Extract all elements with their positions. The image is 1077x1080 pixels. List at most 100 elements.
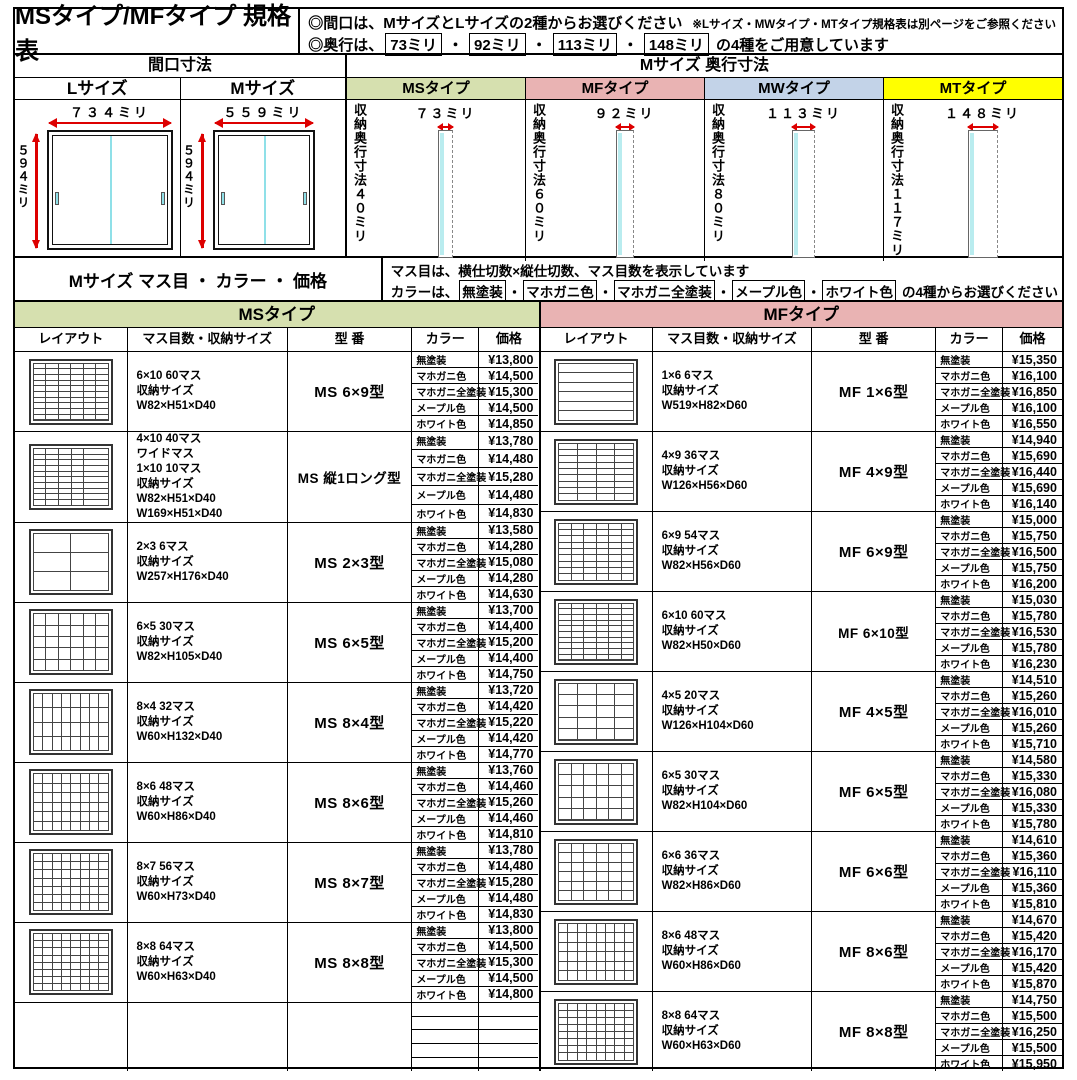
layout-diagram-cell: [15, 682, 128, 762]
grid-cell: [33, 386, 46, 391]
price-value: ¥16,230: [1011, 656, 1057, 671]
price-value: ¥14,420: [488, 731, 534, 746]
grid-cell: [584, 603, 596, 609]
grid-cell: [568, 961, 577, 970]
color-price-subrow: メープル色 ¥15,420: [936, 959, 1062, 975]
color-label: マホガニ色: [412, 938, 480, 954]
grid-cell: [596, 468, 615, 475]
color-price-cell: 無塗装 ¥14,750 マホガニ色 ¥15,500 マホガニ全塗装 ¥16,250 メープル…: [936, 992, 1062, 1071]
grid-cell: [621, 548, 634, 555]
price-value: ¥16,010: [1011, 704, 1057, 719]
grid-cell: [559, 620, 571, 626]
ms-rows: 6×10 60マス 収納サイズ W82×H51×D40 MS 6×9型 無塗装 ¥13,8…: [15, 352, 539, 1071]
price-value: ¥16,100: [1011, 368, 1057, 383]
table-row: 6×10 60マス 収納サイズ W82×H50×D60 MF 6×10型 無塗装 ¥15,…: [540, 592, 1062, 672]
grid-cell: [80, 969, 90, 976]
grid-cell: [83, 409, 96, 414]
grid-cell: [43, 984, 52, 991]
grid-cell: [559, 449, 577, 456]
grid-cell: [615, 961, 624, 970]
grid-cell: [571, 536, 584, 542]
color-price-cell: 無塗装 ¥15,350 マホガニ色 ¥16,100 マホガニ全塗装 ¥16,850 メープル…: [936, 352, 1062, 431]
grid-cell: [96, 397, 108, 403]
grid-cell: [559, 401, 634, 410]
model-number: MF 4×9型: [812, 432, 937, 511]
model-number: MS 8×6型: [288, 762, 413, 842]
grid-cell: [615, 1053, 624, 1060]
grid-cell: [71, 477, 84, 482]
price-value: ¥15,280: [488, 469, 534, 484]
color-price-subrow: 無塗装 ¥13,780: [412, 432, 538, 450]
color-label: メープル色: [412, 570, 480, 586]
spec-line: 収納サイズ: [136, 715, 194, 728]
grid-cell: [621, 609, 634, 614]
grid-cell: [99, 722, 108, 736]
grid-cell: [584, 561, 596, 567]
color-price-subrow: メープル色 ¥14,500: [412, 399, 539, 415]
grid-cell: [59, 460, 71, 465]
price-value: ¥15,870: [1011, 976, 1057, 991]
table-row: 8×6 48マス 収納サイズ W60×H86×D40 MS 8×6型 無塗装 ¥13,76…: [15, 762, 539, 843]
grid-cell: [559, 694, 577, 706]
grid-cell: [96, 363, 108, 369]
color-label: マホガニ全塗装: [412, 954, 486, 970]
color-price-subrow: マホガニ全塗装 ¥15,300: [412, 953, 539, 970]
grid-cell: [571, 542, 584, 548]
grid-cell: [596, 952, 605, 961]
spec-line: 4×5 20マス: [661, 690, 721, 703]
grid-cell: [609, 872, 621, 881]
grid-cell: [33, 614, 46, 625]
grid-cell: [33, 494, 46, 500]
grid-cell: [71, 460, 84, 465]
grid-cell: [596, 786, 609, 797]
grid-cell: [83, 636, 96, 648]
grid-cell: [596, 1039, 605, 1046]
grid-count-note: マス目は、横仕切数×縦仕切数、マス目数を表示しています: [390, 264, 750, 279]
column-header: 価格: [1019, 331, 1046, 346]
price-value: [479, 1058, 538, 1071]
boxed-option: 113ミリ: [552, 33, 617, 56]
grid-cell: [96, 409, 108, 414]
grid-cell: [559, 1024, 568, 1031]
width-arrow-icon: [213, 118, 314, 128]
grid-cell: [609, 620, 621, 626]
grid-cell: [621, 872, 634, 881]
grid-cell: [61, 962, 71, 969]
grid-cell: [71, 878, 80, 886]
model-number: MF 6×10型: [812, 592, 937, 671]
grid-cell: [43, 894, 52, 902]
grid-cell: [71, 976, 80, 983]
boxed-option: 148ミリ: [643, 33, 709, 56]
spec-line: 収納サイズ: [661, 785, 719, 798]
grid-cell: [571, 561, 584, 567]
color-label: マホガニ全塗装: [936, 384, 1010, 399]
grid-cell: [33, 878, 43, 886]
grid-cell: [33, 465, 46, 471]
table-row: 8×7 56マス 収納サイズ W60×H73×D40 MS 8×7型 無塗装 ¥13,78…: [15, 842, 539, 923]
grid-cell: [596, 523, 609, 529]
price-value: ¥13,580: [488, 523, 534, 538]
spec-line: 収納サイズ: [661, 865, 719, 878]
grid-cell: [90, 736, 99, 751]
grid-cell: [43, 722, 52, 736]
grid-cell: [71, 500, 84, 505]
grid-cell: [59, 465, 71, 471]
grid-cell: [559, 1017, 568, 1024]
boxed-option: マホガニ色: [523, 280, 597, 302]
grid-cell: [52, 948, 61, 955]
grid-cell: [559, 382, 634, 391]
grid-cell: [559, 786, 571, 797]
grid-cell: [559, 523, 571, 529]
depth-note: ◎奥行は、 73ミリ・ 92ミリ・ 113ミリ・ 148ミリ の4種をご用意しています: [308, 33, 1056, 56]
price-value: ¥14,830: [488, 506, 534, 521]
grid-cell: [71, 902, 80, 911]
color-price-subrow: ホワイト色 ¥16,550: [936, 415, 1062, 431]
grid-cell: [609, 637, 621, 643]
grid-cell: [99, 902, 108, 911]
price-value: ¥16,250: [1011, 1024, 1057, 1039]
spec-line: W82×H56×D60: [661, 559, 741, 572]
grid-cell: [61, 722, 71, 736]
table-row: 1×6 6マス 収納サイズ W519×H82×D60 MF 1×6型 無塗装 ¥15,35…: [540, 352, 1062, 432]
grid-cell: [559, 609, 571, 614]
spec-line: W60×H86×D40: [136, 810, 216, 823]
